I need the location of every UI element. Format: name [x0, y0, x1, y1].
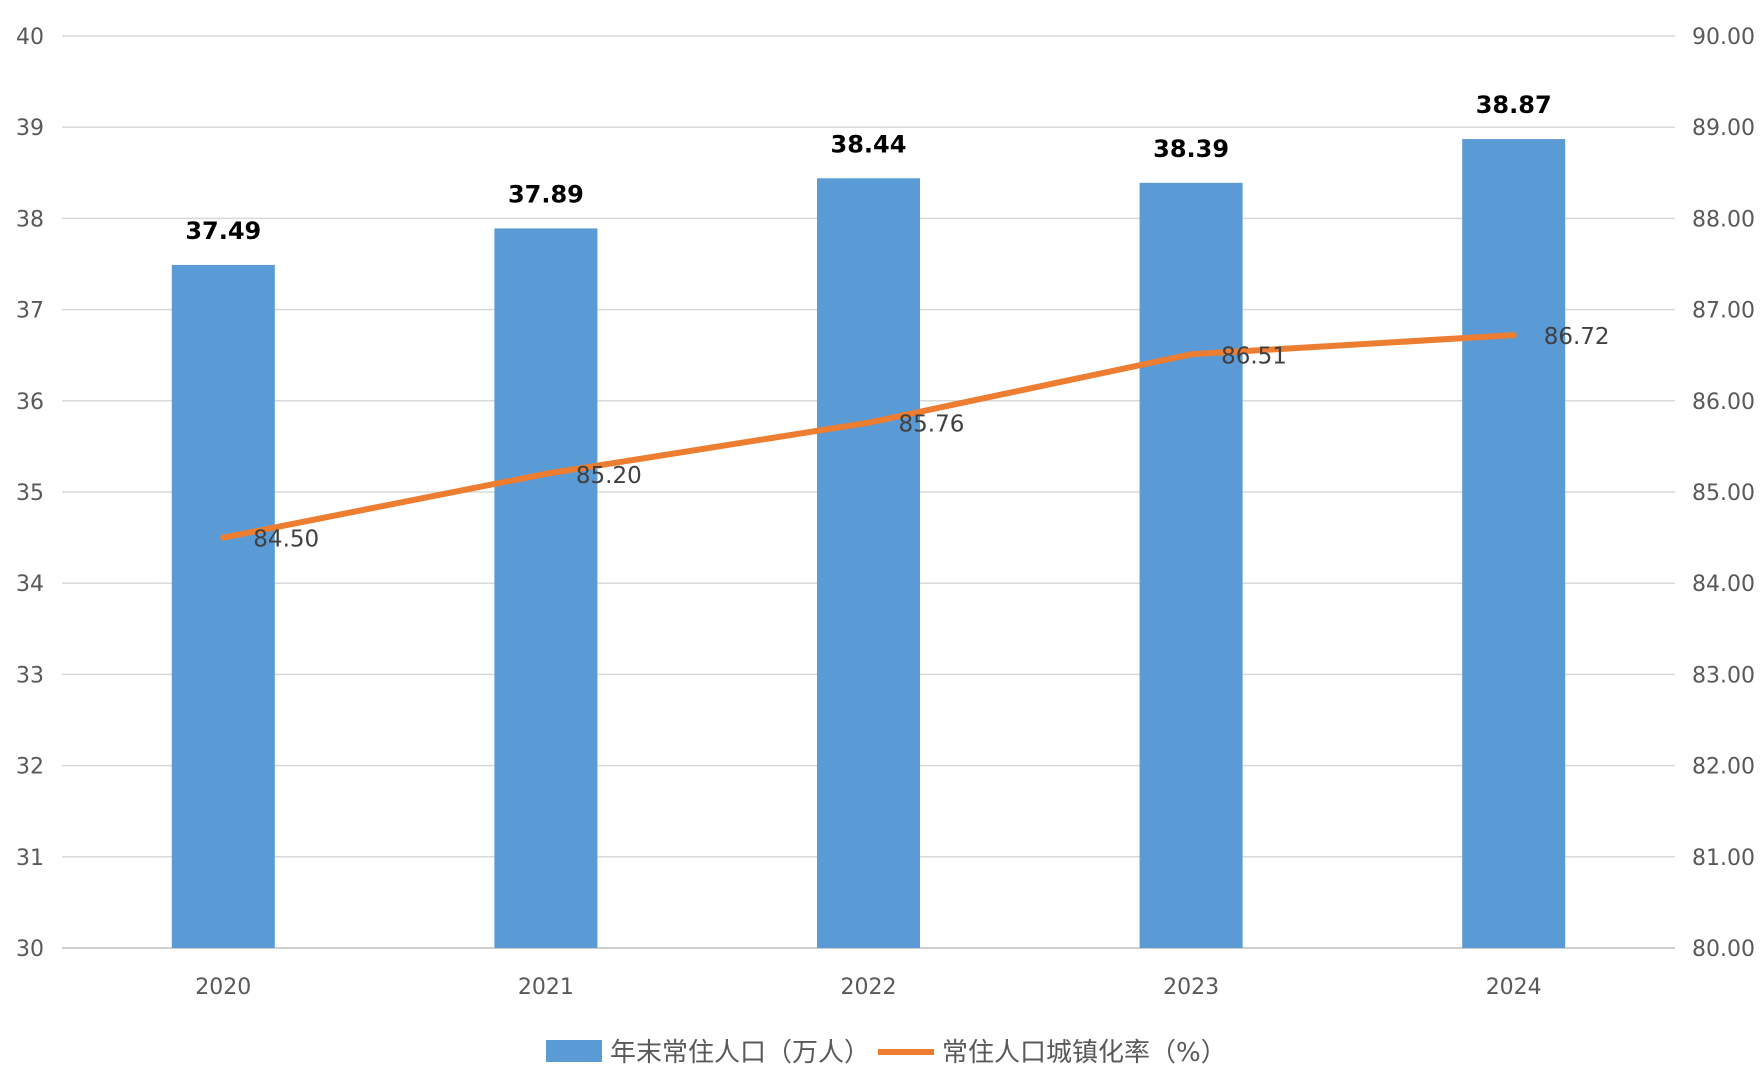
bar: [1139, 182, 1243, 948]
bar: [817, 178, 920, 949]
line-series: [220, 332, 1517, 541]
left-tick-label: 35: [16, 481, 44, 506]
line-value-label: 85.20: [576, 463, 642, 489]
left-tick-label: 32: [16, 755, 44, 780]
bar: [1462, 139, 1566, 948]
line-value-label: 85.76: [899, 412, 965, 438]
legend-bar-swatch: [546, 1040, 602, 1062]
legend-bar-label: 年末常住人口（万人）: [610, 1038, 870, 1068]
right-tick-label: 80.00: [1692, 937, 1755, 962]
left-tick-label: 37: [16, 299, 44, 324]
x-axis: 2020 2021 2022 2023 2024: [195, 975, 1541, 1000]
bar-data-labels: 37.49 37.89 38.44 38.39 38.87: [185, 91, 1551, 245]
right-tick-label: 88.00: [1692, 207, 1755, 232]
left-tick-label: 31: [16, 846, 44, 871]
line-point: [1510, 332, 1517, 339]
line-value-label: 86.51: [1221, 343, 1287, 369]
right-tick-label: 84.00: [1692, 572, 1755, 597]
legend: 年末常住人口（万人） 常住人口城镇化率（%）: [546, 1038, 1227, 1068]
x-tick-label: 2022: [841, 975, 897, 1000]
line-point: [542, 470, 549, 477]
right-tick-label: 87.00: [1692, 299, 1755, 324]
right-tick-label: 86.00: [1692, 390, 1755, 415]
right-tick-label: 90.00: [1692, 25, 1755, 50]
legend-line-label: 常住人口城镇化率（%）: [942, 1038, 1227, 1068]
right-tick-label: 83.00: [1692, 663, 1755, 688]
line-value-label: 86.72: [1544, 324, 1610, 350]
right-tick-label: 82.00: [1692, 755, 1755, 780]
bar-series: [171, 139, 1566, 949]
line-value-label: 84.50: [253, 527, 319, 553]
line-point: [1188, 351, 1195, 358]
right-axis: 80.00 81.00 82.00 83.00 84.00 85.00 86.00 87.00…: [1692, 25, 1755, 962]
left-axis: 30 31 32 33 34 35 36 37 38 39 40: [16, 25, 44, 962]
bar-value-label: 37.89: [508, 180, 584, 208]
left-tick-label: 40: [16, 25, 44, 50]
left-tick-label: 39: [16, 116, 44, 141]
line-point: [865, 419, 872, 426]
bar-value-label: 38.87: [1476, 91, 1552, 119]
right-tick-label: 81.00: [1692, 846, 1755, 871]
x-tick-label: 2024: [1486, 975, 1542, 1000]
line-point: [220, 534, 227, 541]
left-tick-label: 33: [16, 663, 44, 688]
bar-value-label: 38.44: [831, 130, 907, 158]
line-data-labels: 84.50 85.20 85.76 86.51 86.72: [253, 324, 1609, 552]
left-tick-label: 30: [16, 937, 44, 962]
bar: [494, 228, 598, 948]
bar: [171, 264, 275, 948]
left-tick-label: 36: [16, 390, 44, 415]
right-tick-label: 89.00: [1692, 116, 1755, 141]
x-tick-label: 2020: [195, 975, 251, 1000]
left-tick-label: 34: [16, 572, 44, 597]
bar-value-label: 38.39: [1153, 135, 1229, 163]
left-tick-label: 38: [16, 207, 44, 232]
bar-value-label: 37.49: [185, 217, 261, 245]
right-tick-label: 85.00: [1692, 481, 1755, 506]
x-tick-label: 2021: [518, 975, 574, 1000]
x-tick-label: 2023: [1163, 975, 1219, 1000]
